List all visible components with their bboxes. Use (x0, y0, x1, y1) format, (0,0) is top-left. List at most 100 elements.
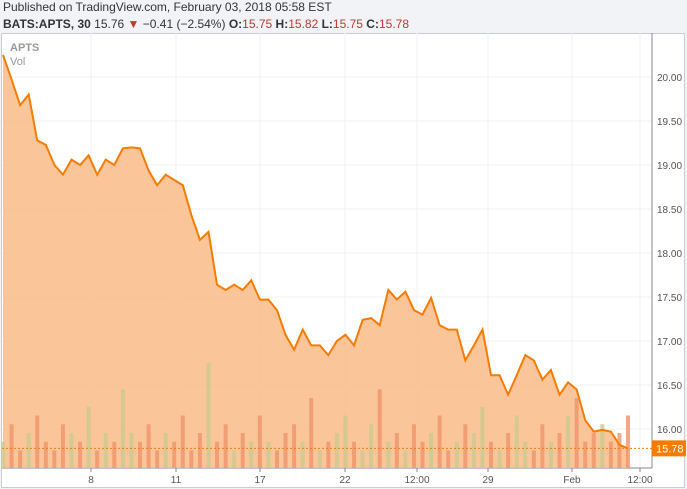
y-tick-label: 17.50 (657, 293, 682, 304)
volume-bar (9, 424, 14, 468)
volume-bar (489, 441, 494, 468)
volume-bar (369, 424, 374, 468)
volume-bar (240, 433, 245, 468)
volume-bar (600, 424, 605, 468)
volume-bar (514, 415, 519, 468)
volume-bar (69, 433, 74, 468)
volume-bar (189, 450, 194, 468)
y-tick-label: 16.00 (657, 425, 682, 436)
y-tick-label: 17.00 (657, 337, 682, 348)
high-value: 15.82 (288, 17, 319, 31)
volume-bar (215, 441, 220, 468)
volume-bar (548, 441, 553, 468)
volume-bar (566, 415, 571, 468)
x-tick-label: 11 (171, 475, 182, 486)
volume-bar (120, 389, 125, 468)
volume-bar (95, 450, 100, 468)
open-label: O: (228, 17, 243, 31)
volume-bar (394, 433, 399, 468)
x-tick-label: 12:00 (404, 475, 429, 486)
volume-bar (531, 450, 536, 468)
y-tick-label: 16.50 (657, 381, 682, 392)
close-label: C: (366, 17, 379, 31)
volume-bar (257, 415, 262, 468)
volume-bar (377, 389, 382, 468)
volume-bar (43, 441, 48, 468)
volume-bar (26, 433, 31, 468)
y-tick-label: 20.00 (657, 73, 682, 84)
volume-bar (86, 406, 91, 468)
x-tick-label: 29 (482, 475, 494, 486)
volume-bar (411, 424, 416, 468)
x-tick-label: 22 (339, 475, 351, 486)
y-tick-label: 19.00 (657, 161, 682, 172)
x-tick-label: 8 (88, 475, 94, 486)
volume-bar (129, 433, 134, 468)
low-label: L: (321, 17, 333, 31)
volume-bar (155, 450, 160, 468)
volume-bar (163, 433, 168, 468)
volume-bar (626, 415, 630, 468)
volume-bar (617, 433, 622, 468)
volume-bar (300, 441, 305, 468)
volume-bar (35, 415, 40, 468)
volume-bar (326, 441, 331, 468)
close-value: 15.78 (378, 17, 409, 31)
volume-bar (283, 433, 288, 468)
volume-bar (583, 441, 588, 468)
volume-bar (352, 441, 357, 468)
volume-bar (506, 433, 511, 468)
x-tick-label: 12:00 (627, 475, 652, 486)
volume-bar (292, 424, 297, 468)
volume-bar (591, 433, 596, 468)
volume-bar (523, 441, 528, 468)
volume-bar (1, 441, 5, 468)
down-arrow-icon: ▼ (127, 17, 140, 31)
volume-bar (608, 441, 613, 468)
open-value: 15.75 (242, 17, 273, 31)
volume-bar (309, 398, 314, 468)
volume-bar (471, 433, 476, 468)
volume-bar (420, 441, 425, 468)
y-tick-label: 19.50 (657, 117, 682, 128)
price-area-fill (3, 55, 628, 468)
symbol: BATS:APTS, 30 (3, 17, 91, 31)
volume-bar (334, 433, 339, 468)
volume-bar (249, 441, 254, 468)
last-price-badge (652, 440, 686, 457)
x-tick-label: 17 (254, 475, 266, 486)
volume-bar (454, 441, 459, 468)
volume-bar (146, 424, 151, 468)
volume-bar (197, 433, 202, 468)
volume-bar (78, 441, 83, 468)
volume-bar (429, 433, 434, 468)
volume-bar (497, 450, 502, 468)
volume-bar (223, 424, 228, 468)
volume-bar (540, 424, 545, 468)
volume-bar (437, 415, 442, 468)
volume-bar (266, 441, 271, 468)
change: −0.41 (−2.54%) (142, 17, 226, 31)
volume-bar (206, 363, 211, 468)
volume-bar (112, 441, 117, 468)
volume-bar (18, 450, 23, 468)
y-tick-label: 18.50 (657, 205, 682, 216)
last-price-label: 15.78 (656, 443, 684, 455)
volume-bar (574, 398, 579, 468)
legend-vol: Vol (10, 56, 25, 68)
volume-bar (386, 441, 391, 468)
legend-symbol: APTS (10, 42, 39, 54)
volume-bar (557, 433, 562, 468)
last-price: 15.76 (94, 17, 125, 31)
volume-bar (180, 415, 185, 468)
high-label: H: (275, 17, 289, 31)
published-line: Published on TradingView.com, February 0… (3, 0, 332, 14)
volume-bar (60, 424, 65, 468)
volume-bar (317, 450, 322, 468)
y-tick-label: 18.00 (657, 249, 682, 260)
volume-bar (403, 450, 408, 468)
volume-bar (463, 424, 468, 468)
ohlc-line: BATS:APTS, 30 15.76 ▼ −0.41 (−2.54%) O:1… (3, 17, 409, 31)
volume-bar (137, 441, 142, 468)
